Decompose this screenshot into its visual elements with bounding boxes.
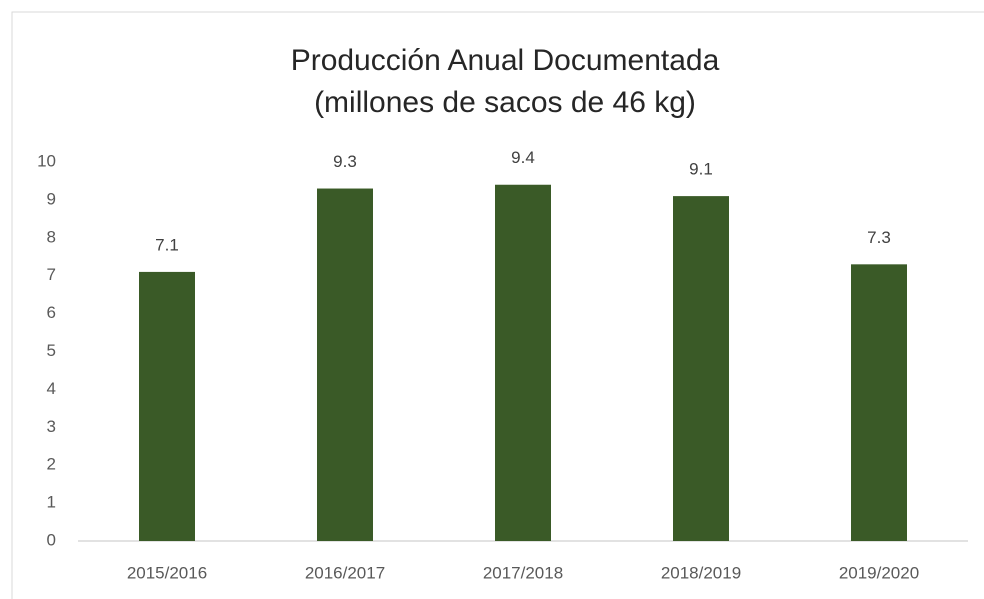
- x-tick-label: 2018/2019: [661, 563, 741, 582]
- y-tick-label: 10: [37, 151, 56, 170]
- x-tick-label: 2017/2018: [483, 563, 563, 582]
- bar: [851, 264, 907, 541]
- data-label: 9.1: [689, 160, 713, 179]
- y-tick-label: 6: [47, 303, 56, 322]
- bar: [139, 271, 195, 541]
- y-tick-label: 5: [47, 341, 56, 360]
- chart-title: Producción Anual Documentada: [291, 44, 720, 77]
- y-tick-label: 3: [47, 417, 56, 436]
- bar: [673, 196, 729, 542]
- y-tick-label: 7: [47, 265, 56, 284]
- chart-subtitle: (millones de sacos de 46 kg): [314, 86, 696, 119]
- y-tick-label: 1: [47, 493, 56, 512]
- y-tick-label: 8: [47, 227, 56, 246]
- x-tick-label: 2015/2016: [127, 563, 207, 582]
- y-tick-label: 0: [47, 530, 56, 549]
- bar: [495, 184, 551, 542]
- data-label: 9.4: [511, 148, 535, 167]
- data-label: 7.3: [867, 228, 891, 247]
- y-tick-label: 9: [47, 189, 56, 208]
- data-label: 9.3: [333, 152, 357, 171]
- data-label: 7.1: [155, 235, 179, 254]
- x-tick-label: 2016/2017: [305, 563, 385, 582]
- x-tick-label: 2019/2020: [839, 563, 919, 582]
- y-tick-label: 2: [47, 455, 56, 474]
- bar: [317, 188, 373, 541]
- y-tick-label: 4: [47, 379, 56, 398]
